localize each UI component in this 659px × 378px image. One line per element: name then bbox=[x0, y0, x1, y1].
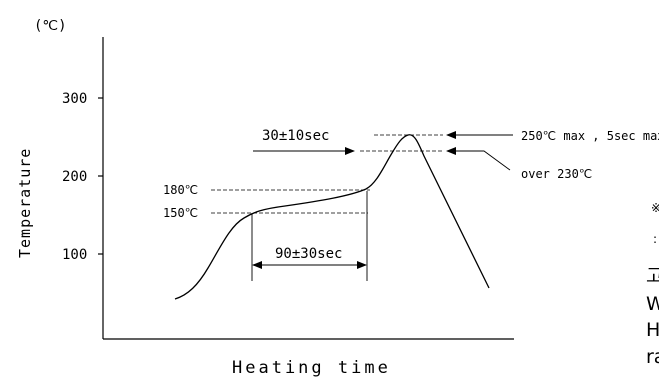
over-230-callout-label: over 230℃ bbox=[521, 167, 592, 181]
side-text-fragment-5: H bbox=[646, 319, 659, 341]
label-150: 150℃ bbox=[163, 206, 198, 220]
peak-callout-label: 250℃ max , 5sec max bbox=[521, 129, 659, 143]
above-230-duration-label: 30±10sec bbox=[262, 128, 329, 144]
over-230-callout-arrow bbox=[446, 147, 511, 171]
side-text-fragment-1: ※ bbox=[651, 201, 659, 215]
y-tick-label-300: 300 bbox=[62, 91, 87, 107]
y-tick-label-200: 200 bbox=[62, 169, 87, 185]
preheat-duration-label: 90±30sec bbox=[275, 246, 342, 262]
y-tick-label-100: 100 bbox=[62, 247, 87, 263]
reflow-profile-curve bbox=[174, 134, 490, 300]
side-text-fragment-6: ra bbox=[646, 346, 659, 368]
y-axis-title: Temperature bbox=[16, 148, 34, 258]
label-180: 180℃ bbox=[163, 183, 198, 197]
side-text-fragment-4: W bbox=[646, 293, 659, 315]
x-axis-title: Heating time bbox=[232, 358, 391, 378]
side-text-fragment-3: 고 bbox=[646, 265, 659, 287]
side-text-fragment-2: : bbox=[653, 232, 657, 246]
unit-label: (℃) bbox=[34, 18, 67, 34]
